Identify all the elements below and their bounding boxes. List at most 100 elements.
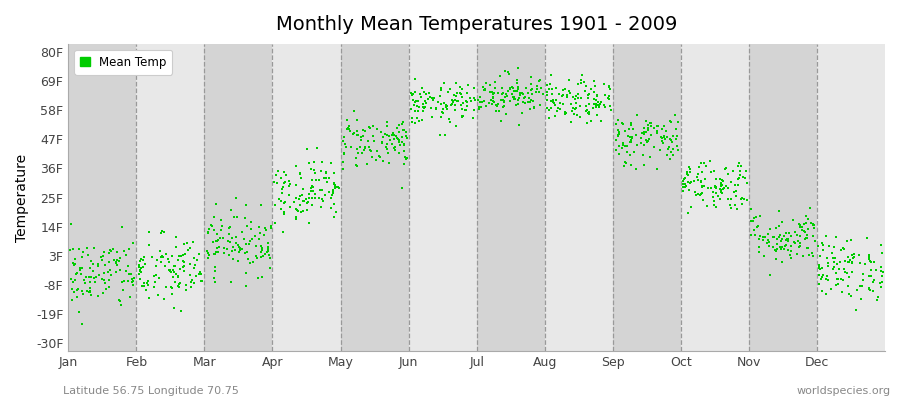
Point xyxy=(497,98,511,105)
Point xyxy=(815,272,830,279)
Point xyxy=(375,139,390,145)
Point xyxy=(82,274,96,281)
Point xyxy=(354,134,368,140)
Point xyxy=(681,179,696,185)
Point xyxy=(743,218,758,224)
Point xyxy=(698,176,712,182)
Point xyxy=(732,160,746,166)
Point xyxy=(610,132,625,139)
Point xyxy=(623,152,637,158)
Point xyxy=(73,266,87,273)
Point xyxy=(322,175,337,182)
Point xyxy=(838,258,852,264)
Point xyxy=(542,107,556,114)
Point xyxy=(598,81,612,88)
Point xyxy=(370,126,384,133)
Point xyxy=(744,231,759,238)
Point xyxy=(799,244,814,251)
Point xyxy=(276,169,291,175)
Point xyxy=(813,253,827,260)
Point xyxy=(413,90,428,97)
Point xyxy=(136,257,150,263)
Point xyxy=(112,255,127,261)
Point xyxy=(302,160,316,166)
Point xyxy=(615,145,629,151)
Point xyxy=(184,284,199,290)
Point xyxy=(734,201,749,208)
Point xyxy=(115,224,130,230)
Point xyxy=(165,253,179,259)
Point xyxy=(706,198,721,204)
Point xyxy=(668,112,682,118)
Point xyxy=(315,158,329,165)
Point xyxy=(282,183,296,190)
Point xyxy=(774,245,788,252)
Point xyxy=(426,97,440,104)
Point xyxy=(508,102,523,108)
Point xyxy=(148,279,163,285)
Point xyxy=(701,185,716,191)
Point xyxy=(338,140,352,147)
Point xyxy=(336,166,350,172)
Point xyxy=(619,160,634,167)
Point xyxy=(827,264,842,270)
Point xyxy=(602,83,616,90)
Point xyxy=(515,90,529,96)
Point xyxy=(102,277,116,283)
Point xyxy=(392,121,407,128)
Point xyxy=(516,91,530,97)
Point xyxy=(732,175,746,182)
Point xyxy=(671,119,686,125)
Point xyxy=(255,245,269,251)
Point xyxy=(650,122,664,129)
Point xyxy=(772,222,787,229)
Point xyxy=(837,266,851,272)
Point xyxy=(540,104,554,111)
Point xyxy=(231,243,246,250)
Point xyxy=(479,103,493,110)
Point xyxy=(185,277,200,284)
Point xyxy=(209,238,223,244)
Point xyxy=(223,239,238,245)
Point xyxy=(188,262,202,268)
Point xyxy=(706,188,720,195)
Point xyxy=(113,255,128,261)
Point xyxy=(680,172,695,178)
Point xyxy=(841,238,855,244)
Point xyxy=(780,236,795,242)
Point xyxy=(524,87,538,93)
Point xyxy=(816,247,831,253)
Point xyxy=(147,284,161,290)
Point xyxy=(752,244,767,250)
Point xyxy=(752,236,766,242)
Point xyxy=(558,86,572,92)
Point xyxy=(869,297,884,304)
Point xyxy=(644,123,658,129)
Point xyxy=(681,210,696,216)
Point xyxy=(708,184,723,191)
Point xyxy=(777,233,791,240)
Point xyxy=(155,253,169,260)
Point xyxy=(336,138,350,144)
Point xyxy=(186,280,201,286)
Point xyxy=(502,85,517,91)
Point xyxy=(408,108,422,115)
Point xyxy=(321,189,336,196)
Point xyxy=(349,162,364,168)
Point xyxy=(405,92,419,98)
Point xyxy=(140,280,154,286)
Point xyxy=(374,140,389,147)
Point xyxy=(721,185,735,191)
Point xyxy=(176,258,191,265)
Point xyxy=(654,134,669,141)
Point xyxy=(814,288,829,295)
Point xyxy=(362,144,376,150)
Point xyxy=(818,291,832,298)
Point xyxy=(790,251,805,258)
Point xyxy=(407,102,421,109)
Point xyxy=(507,88,521,94)
Point xyxy=(400,155,414,162)
Point xyxy=(827,244,842,250)
Point xyxy=(582,91,597,97)
Point xyxy=(244,219,258,225)
